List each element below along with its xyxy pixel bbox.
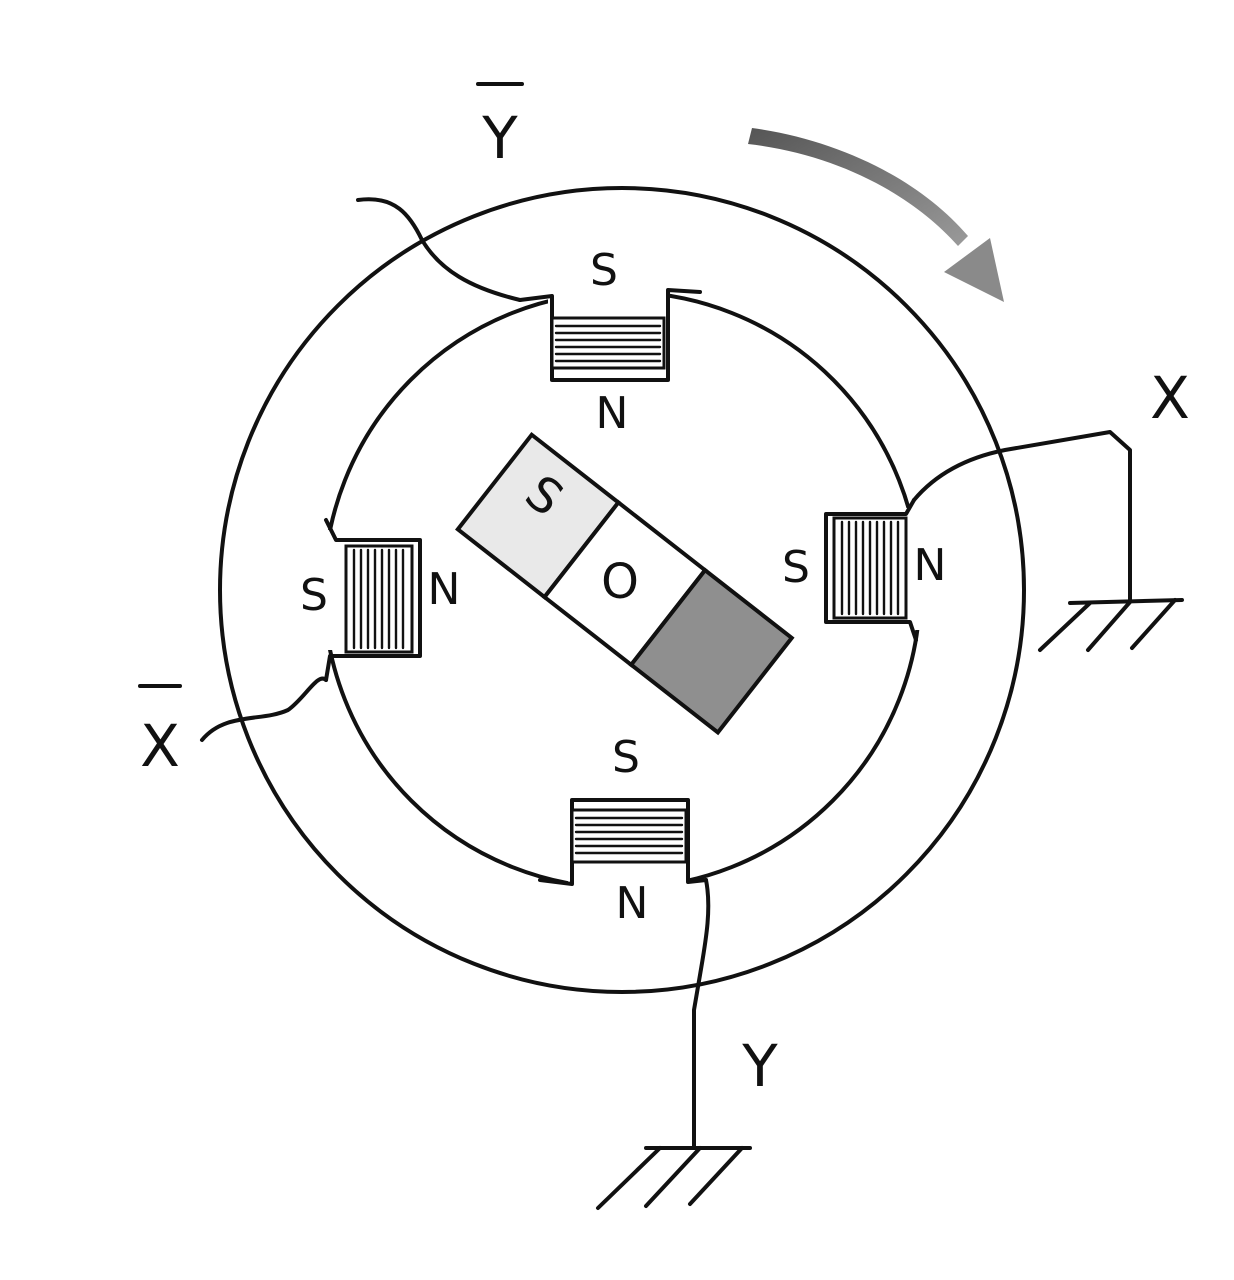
pole-bottom-inner-label: N <box>616 878 649 929</box>
pole-right: S N <box>782 498 947 642</box>
pole-right-outer-label: N <box>914 540 947 591</box>
wire-y <box>692 878 711 1150</box>
pole-bottom: S N <box>538 732 708 929</box>
wire-x-bar <box>200 676 328 742</box>
pole-right-inner-label: S <box>782 542 810 593</box>
winding-left <box>344 544 414 654</box>
terminal-y-bar-label: Y <box>481 104 518 172</box>
terminal-y-bar: Y <box>476 82 524 172</box>
pole-top-inner-label: N <box>596 388 629 439</box>
ground-y <box>596 1146 752 1210</box>
wires <box>200 197 1132 1150</box>
rotor <box>455 431 795 736</box>
rotor-center-label: O <box>601 554 639 610</box>
terminal-x-label: X <box>1150 364 1190 432</box>
wire-y-bar <box>356 197 522 302</box>
rotor-north-segment <box>628 567 795 736</box>
terminal-y-label: Y <box>741 1032 778 1100</box>
pole-top-outer-label: S <box>590 245 618 296</box>
pole-left-inner-label: N <box>428 564 461 615</box>
terminal-x-bar: X <box>138 684 182 780</box>
pole-bottom-outer-label: S <box>612 732 640 783</box>
wire-x <box>912 430 1132 602</box>
terminal-x-bar-label: X <box>140 712 180 780</box>
stator-outer-ring <box>218 186 1026 994</box>
pole-left-outer-label: S <box>300 570 328 621</box>
rotation-arrow-icon <box>748 128 1004 302</box>
pole-left: S N <box>300 518 461 682</box>
pole-top: S N <box>518 245 702 439</box>
ground-x <box>1038 598 1184 652</box>
